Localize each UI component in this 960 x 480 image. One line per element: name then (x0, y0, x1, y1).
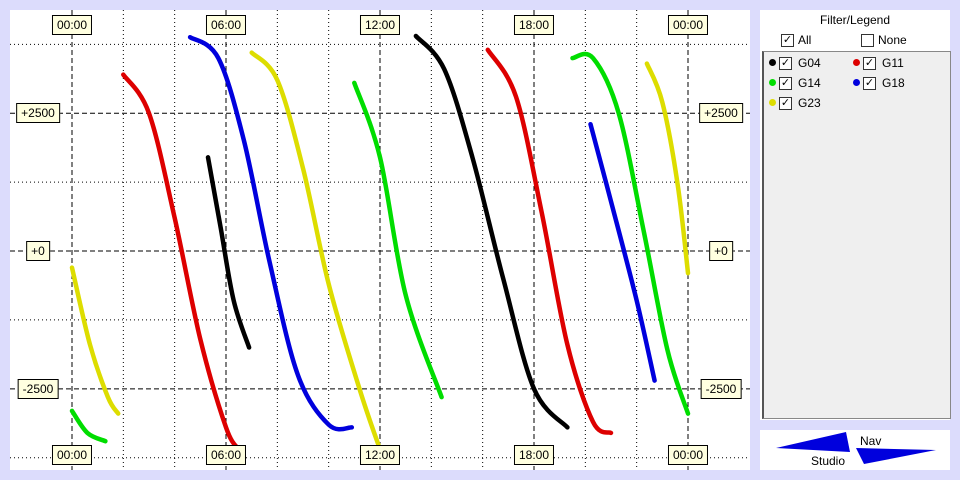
legend-checkbox[interactable]: ✓ (863, 57, 876, 70)
series-g23-pass (249, 50, 383, 452)
logo-bottom-text: Studio (811, 454, 845, 468)
y-tick-label-right: +0 (709, 241, 733, 262)
legend-label: G11 (882, 56, 904, 70)
x-tick-label-bottom: 06:00 (205, 445, 247, 465)
legend-checkbox[interactable]: ✓ (779, 97, 792, 110)
x-tick-label-bottom: 18:00 (513, 445, 555, 465)
legend-color-dot (769, 59, 776, 66)
x-tick-label-top: 00:00 (667, 15, 709, 35)
legend-label: G18 (882, 76, 905, 90)
legend-color-dot (769, 99, 776, 106)
x-tick-label-bottom: 12:00 (359, 445, 401, 465)
series-g18-pass (588, 121, 657, 383)
x-tick-label-bottom: 00:00 (51, 445, 93, 465)
legend-item-g04[interactable]: ✓ G04 (766, 56, 846, 72)
legend-color-dot (853, 59, 860, 66)
series-g04-pass (413, 33, 570, 430)
legend-checkbox[interactable]: ✓ (779, 57, 792, 70)
legend-title: Filter/Legend (819, 13, 891, 27)
series-g14-pass (352, 80, 444, 400)
none-checkbox[interactable] (861, 34, 874, 47)
series-g14-pass (69, 408, 108, 444)
x-tick-label-top: 12:00 (359, 15, 401, 35)
y-tick-label-left: -2500 (17, 378, 59, 399)
series-g23-pass (69, 265, 121, 416)
legend-item-g23[interactable]: ✓ G23 (766, 96, 846, 112)
legend-label: G14 (798, 76, 821, 90)
navstudio-logo: Nav Studio (760, 430, 950, 470)
legend-item-g18[interactable]: ✓ G18 (850, 76, 930, 92)
series-g11-pass (485, 47, 614, 436)
legend-color-dot (853, 79, 860, 86)
y-tick-label-left: +2500 (16, 103, 60, 124)
series-g14-pass (570, 51, 691, 416)
y-tick-label-right: -2500 (700, 378, 742, 399)
plot-panel[interactable]: 00:00 00:00 06:00 06:00 12:00 12:00 18:00 18:00… (10, 10, 750, 470)
none-label: None (878, 33, 907, 47)
legend-label: G04 (798, 56, 821, 70)
series-g23-pass (644, 61, 691, 276)
series-g18-pass (187, 34, 355, 432)
legend-label: G23 (798, 96, 821, 110)
legend-checkbox[interactable]: ✓ (779, 77, 792, 90)
x-tick-label-top: 06:00 (205, 15, 247, 35)
x-tick-label-top: 00:00 (51, 15, 93, 35)
legend-item-g11[interactable]: ✓ G11 (850, 56, 930, 72)
legend-color-dot (769, 79, 776, 86)
logo-top-text: Nav (860, 434, 881, 448)
plot-area[interactable] (10, 10, 750, 470)
legend-checkbox[interactable]: ✓ (863, 77, 876, 90)
legend-item-g14[interactable]: ✓ G14 (766, 76, 846, 92)
logo-left-wedge (776, 432, 850, 452)
x-tick-label-bottom: 00:00 (667, 445, 709, 465)
x-tick-label-top: 18:00 (513, 15, 555, 35)
all-label: All (798, 33, 812, 47)
all-checkbox[interactable]: ✓ (781, 34, 794, 47)
y-tick-label-left: +0 (26, 241, 50, 262)
logo-right-wedge (856, 448, 936, 464)
series-g04-pass (205, 155, 252, 350)
series-g11-pass (121, 72, 242, 452)
legend-list: ✓ G04 ✓ G11 ✓ G14 ✓ G18 ✓ G23 (762, 51, 951, 419)
y-tick-label-right: +2500 (699, 103, 743, 124)
filter-legend-panel: Filter/Legend ✓ All None ✓ G04 ✓ G11 ✓ G14 ✓ G1… (760, 10, 951, 420)
